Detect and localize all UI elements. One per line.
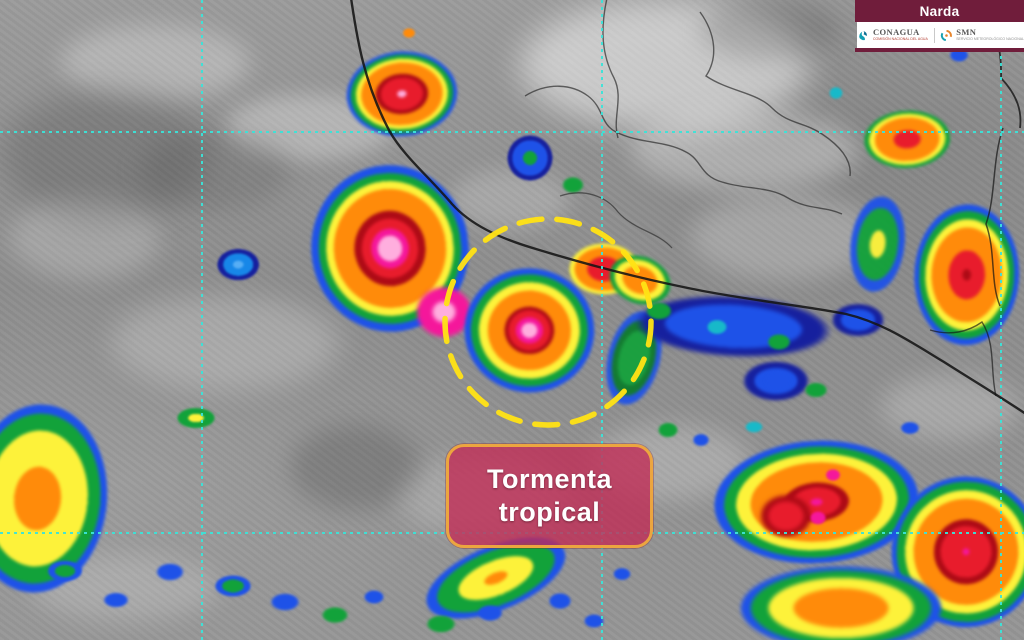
cloud-shadow-patch [0,90,210,220]
precip-speck [203,243,267,291]
storm-name-banner: Narda [855,0,1024,22]
precip-speck [40,556,90,586]
precip-speck [652,418,684,442]
precip-speck [358,586,390,608]
header: Narda CONAGUA COMISIÓN NACIONAL DEL AGUA [855,0,1024,52]
precip-speck [578,610,610,632]
smn-rings-icon [940,29,953,42]
precip-speck [798,378,834,402]
precip-speck [640,298,678,324]
agency-logo-strip: CONAGUA COMISIÓN NACIONAL DEL AGUA SMN S… [857,22,1024,48]
storm-name: Narda [919,3,960,19]
cloud-patch [10,195,160,280]
storm-label-line2: tropical [498,497,601,527]
precip-speck [688,430,714,450]
precip-speck [740,418,768,436]
precip-speck [822,466,844,484]
precip-speck [96,588,136,612]
precip-speck [756,366,800,396]
precip-speck [608,564,636,584]
precip-speck [262,588,308,616]
cloud-patch [60,25,250,100]
precip-speck [470,600,510,626]
cloud-patch [630,110,860,190]
precip-speck [148,558,192,586]
graticule-horizontal-1 [0,131,1024,133]
precip-speck [314,602,356,628]
cloud-shadow-patch [140,130,290,210]
precip-speck [418,610,464,638]
precip-speck [498,126,562,190]
precip-speck [702,316,732,338]
smn-logo: SMN SERVICIO METEOROLÓGICO NACIONAL [940,28,1024,41]
precip-speck [542,588,578,614]
cloud-shadow-patch [290,425,420,510]
precip-speck [400,26,418,40]
storm-type-label: Tormenta tropical [446,444,653,548]
precip-speck [826,84,846,102]
cloud-shadow-patch [700,0,840,60]
conagua-subtitle: COMISIÓN NACIONAL DEL AGUA [873,36,928,41]
precip-speck [895,418,925,438]
cloud-patch [110,295,340,390]
precip-speck [762,330,796,354]
storm-label-line1: Tormenta [486,464,612,495]
conagua-logo: CONAGUA COMISIÓN NACIONAL DEL AGUA [857,28,928,41]
precip-speck [806,508,830,528]
conagua-water-icon [857,29,870,42]
precip-speck [170,404,222,432]
precip-speck [556,172,590,198]
graticule-vertical-3 [1000,0,1002,640]
header-underline [855,48,1024,52]
graticule-vertical-1 [201,0,203,640]
smn-subtitle: SERVICIO METEOROLÓGICO NACIONAL [956,36,1024,41]
precip-speck [206,570,260,602]
